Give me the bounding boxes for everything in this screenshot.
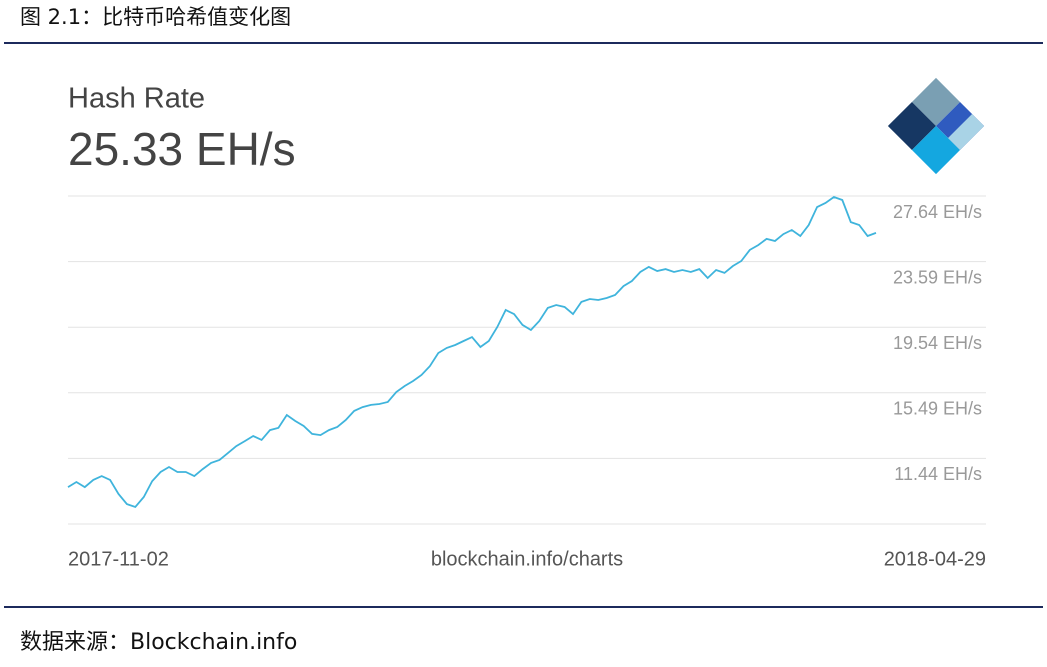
y-tick-label: 15.49 EH/s xyxy=(893,399,982,419)
logo xyxy=(887,77,985,175)
line-series xyxy=(67,195,877,509)
chart-subtitle: 25.33 EH/s xyxy=(68,123,296,175)
chart-title: Hash Rate xyxy=(68,83,205,115)
figure-title: 图 2.1：比特币哈希值变化图 xyxy=(20,5,291,29)
y-tick-label: 27.64 EH/s xyxy=(893,202,982,222)
y-tick-label: 11.44 EH/s xyxy=(894,464,982,484)
y-tick-label: 19.54 EH/s xyxy=(893,333,982,353)
x-tick-label: 2017-11-02 xyxy=(68,548,169,570)
y-tick-label: 23.59 EH/s xyxy=(893,267,982,287)
footer-source: 数据来源：Blockchain.info xyxy=(20,630,297,655)
source-label: blockchain.info/charts xyxy=(431,548,623,570)
x-tick-label: 2018-04-29 xyxy=(884,548,986,570)
